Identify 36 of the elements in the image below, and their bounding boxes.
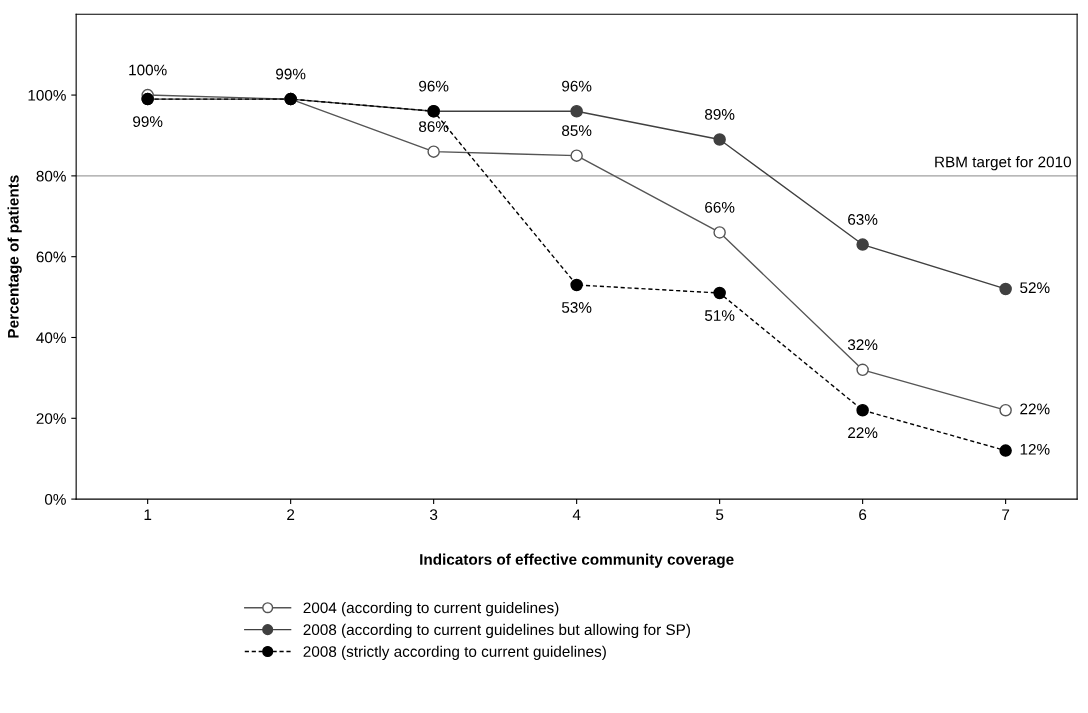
legend-label: 2004 (according to current guidelines) — [303, 601, 559, 617]
data-label: 12% — [1020, 443, 1050, 455]
legend-label: 2008 (according to current guidelines but allowing for SP) — [303, 623, 690, 639]
x-tick-label: 6 — [859, 509, 867, 521]
data-label: 96% — [419, 80, 449, 92]
data-label: 66% — [705, 201, 735, 213]
x-tick-label: 2 — [287, 509, 295, 520]
y-tick-label: 20% — [36, 413, 66, 424]
data-label: 51% — [704, 310, 735, 321]
y-tick-label: 80% — [36, 170, 66, 182]
data-label: 99% — [133, 116, 163, 127]
x-tick-label: 7 — [1002, 509, 1010, 520]
data-label: 32% — [847, 339, 878, 351]
x-tick-label: 4 — [572, 509, 581, 520]
data-label: 52% — [1020, 282, 1050, 294]
x-axis-title: Indicators of effective community coverage — [420, 553, 734, 568]
data-label: 96% — [562, 80, 592, 92]
y-axis-title: Percentage of patients — [7, 175, 22, 338]
data-label: 22% — [1020, 403, 1050, 415]
x-tick-label: 3 — [429, 509, 438, 521]
x-tick-label: 5 — [716, 509, 724, 521]
y-tick-label: 40% — [36, 332, 66, 344]
data-label: 85% — [562, 125, 592, 136]
legend-label: 2008 (strictly according to current guidelines) — [303, 645, 606, 660]
data-label: 99% — [276, 68, 306, 80]
y-tick-label: 60% — [36, 251, 66, 263]
data-label: 53% — [561, 302, 592, 313]
data-label: 63% — [848, 214, 878, 225]
data-label: 100% — [129, 64, 167, 76]
ref-line-label: RBM target for 2010 — [935, 156, 1071, 171]
data-label: 89% — [705, 109, 735, 120]
data-label: 86% — [419, 121, 449, 132]
x-tick-label: 1 — [144, 509, 152, 520]
y-tick-label: 100% — [28, 89, 66, 101]
y-tick-label: 0% — [44, 493, 66, 505]
data-label: 22% — [848, 427, 878, 439]
